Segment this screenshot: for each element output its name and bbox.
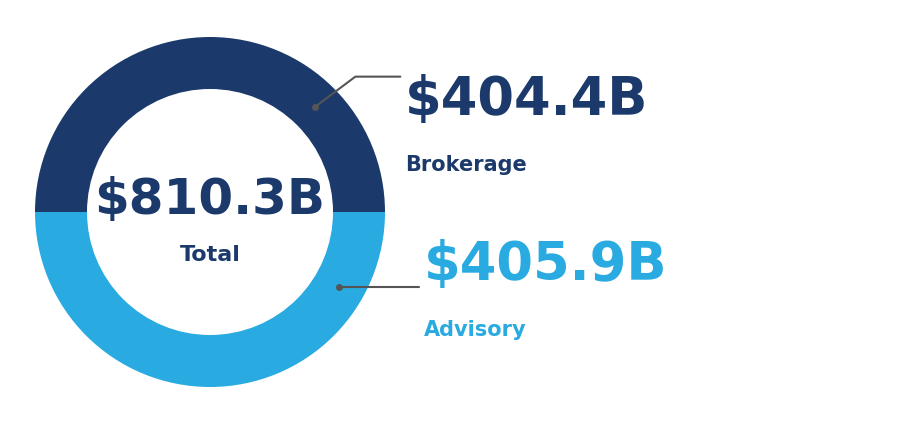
Text: Advisory: Advisory xyxy=(424,319,527,339)
Text: Brokerage: Brokerage xyxy=(405,155,527,175)
Text: $405.9B: $405.9B xyxy=(424,239,668,290)
Wedge shape xyxy=(35,38,385,213)
Text: $810.3B: $810.3B xyxy=(95,176,325,224)
Text: Total: Total xyxy=(179,245,241,265)
Text: $404.4B: $404.4B xyxy=(405,74,649,126)
Wedge shape xyxy=(35,213,385,387)
